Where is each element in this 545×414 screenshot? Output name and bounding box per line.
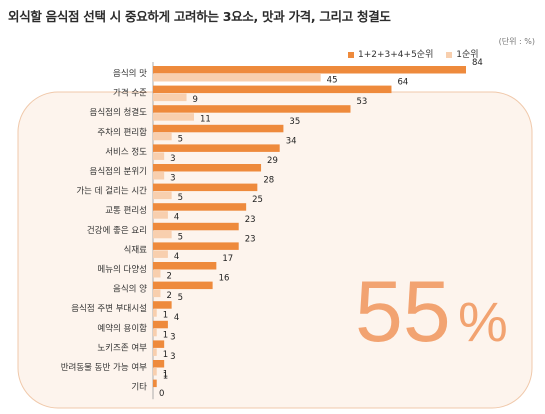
value-label-total: 1 [163,372,168,382]
category-label: 가격 수준 [113,88,147,99]
value-label-total: 3 [170,352,175,362]
bar-first [153,152,165,160]
bar-first [153,348,157,356]
bar-total [153,360,165,368]
legend-swatch-total [348,51,354,58]
legend-item-first: 1순위 [446,47,479,60]
bar-total [153,124,284,133]
bar-first [153,250,168,258]
value-label-total: 84 [472,58,483,68]
value-label-first: 1 [163,350,168,360]
bar-total [153,340,165,348]
bar-total [153,222,239,231]
value-label-first: 1 [163,330,168,340]
legend: 1+2+3+4+5순위 1순위 [348,47,489,60]
value-label-first: 4 [174,213,179,223]
highlight-number: 55 [355,264,451,360]
value-label-first: 3 [170,174,175,184]
bar-first [153,113,194,121]
value-label-first: 11 [200,115,211,125]
category-label: 음식점의 분위기 [90,166,147,177]
value-label-total: 29 [267,156,278,166]
value-label-total: 64 [397,78,408,88]
highlight-panel [17,91,533,409]
category-label: 주차의 편리함 [97,127,147,138]
value-label-first: 2 [166,291,171,301]
category-label: 건강에 좋은 요리 [87,225,147,236]
bar-first [153,368,157,376]
bar-total [153,262,217,270]
value-label-first: 9 [193,95,198,105]
category-label: 식재료 [124,245,148,255]
value-label-total: 16 [219,274,230,284]
value-label-first: 4 [174,252,179,262]
bar-first [153,172,165,180]
legend-item-total: 1+2+3+4+5순위 [348,47,433,60]
bar-total [153,144,280,152]
category-label: 음식의 맛 [113,68,147,79]
highlight-percent: % [458,290,508,353]
unit-note: (단위 : %) [498,37,535,46]
bar-first [153,93,187,102]
bar-total [153,281,213,290]
bar-first [153,191,172,200]
value-label-total: 53 [356,97,367,107]
value-label-first: 0 [159,389,164,399]
value-label-first: 2 [166,272,171,282]
bar-total [153,183,258,192]
bar-first [153,132,172,141]
value-label-total: 5 [178,293,183,303]
value-label-first: 45 [327,76,338,86]
value-label-total: 34 [286,136,297,146]
category-label: 기타 [131,383,147,393]
bar-first [153,289,161,298]
chart-title: 외식할 음식점 선택 시 중요하게 고려하는 3요소, 맛과 가격, 그리고 청… [8,9,391,24]
category-label: 메뉴의 다양성 [97,264,147,275]
bar-total [153,66,466,74]
bar-first [153,211,168,219]
bar-total [153,320,168,329]
bar-total [153,164,262,172]
value-label-first: 5 [178,134,183,144]
category-label: 음식의 양 [113,284,147,295]
category-label: 음식점의 청결도 [90,107,148,118]
bar-total [153,203,247,211]
category-label: 반려동물 동반 가능 여부 [61,362,147,373]
legend-swatch-first [446,51,453,58]
value-label-first: 1 [163,370,168,380]
value-label-total: 3 [170,332,175,342]
value-label-total: 28 [263,176,274,186]
bar-first [153,309,157,317]
category-label: 노키즈존 여부 [97,342,147,353]
category-label: 교통 편리성 [105,205,147,216]
value-label-first: 3 [170,154,175,164]
bar-total [153,85,392,94]
value-label-first: 1 [163,311,168,321]
value-label-first: 5 [178,232,183,242]
category-label: 음식점 주변 부대시설 [71,303,147,314]
category-label: 서비스 정도 [105,146,147,157]
legend-label-total: 1+2+3+4+5순위 [358,50,434,60]
value-label-total: 17 [222,254,233,264]
category-label: 가는 데 걸리는 시간 [76,186,147,197]
bar-total [153,301,172,309]
value-label-total: 35 [289,117,300,127]
bar-total [153,105,351,113]
value-label-total: 25 [252,195,263,205]
legend-label-first: 1순위 [456,50,479,60]
category-label: 예약의 용이함 [97,323,147,334]
bar-total [153,242,239,250]
bar-first [153,230,172,239]
value-label-total: 23 [245,215,256,225]
value-label-first: 5 [178,193,183,203]
bar-first [153,74,321,82]
value-label-total: 23 [245,234,256,244]
bar-first [153,328,157,337]
bar-first [153,270,161,278]
bar-total [153,379,157,388]
value-label-total: 4 [174,313,179,323]
